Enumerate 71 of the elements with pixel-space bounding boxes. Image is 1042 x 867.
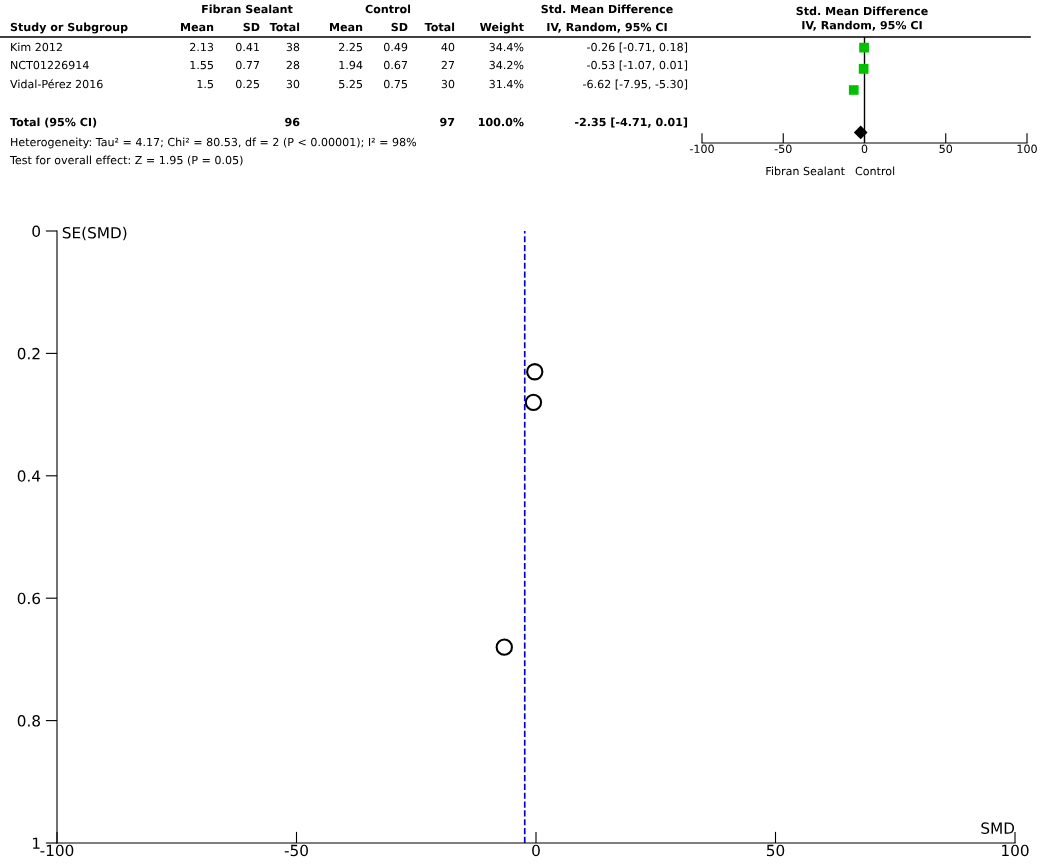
x-tick-label: 100 xyxy=(1002,844,1029,857)
text: 97 xyxy=(440,117,455,127)
text: Fibran Sealant xyxy=(766,166,845,176)
text: 0.77 xyxy=(235,60,260,70)
text: Total xyxy=(269,22,300,32)
x-tick-label: -50 xyxy=(774,144,792,153)
text: Control xyxy=(365,4,411,14)
text: 31.4% xyxy=(489,79,524,89)
text: 30 xyxy=(441,79,455,89)
text: 0.25 xyxy=(235,79,260,89)
text: -2.35 [-4.71, 0.01] xyxy=(575,117,688,128)
text: -6.62 [-7.95, -5.30] xyxy=(583,79,688,90)
text: 27 xyxy=(441,60,455,70)
text: Std. Mean Difference xyxy=(541,4,673,14)
text: 30 xyxy=(286,79,300,89)
text: Fibran Sealant xyxy=(202,4,293,14)
text: 28 xyxy=(286,60,300,70)
text: Vidal-Pérez 2016 xyxy=(10,79,103,89)
text: 2.25 xyxy=(339,42,363,52)
text: Test for overall effect: Z = 1.95 (P = 0.05) xyxy=(9,155,243,166)
text: 96 xyxy=(285,117,300,127)
y-tick-label: 0.2 xyxy=(17,347,40,360)
text: 0.75 xyxy=(383,79,408,89)
x-tick-label: -50 xyxy=(284,844,308,857)
text: IV, Random, 95% CI xyxy=(547,22,667,33)
text: 100.0% xyxy=(478,117,524,127)
text: -0.53 [-1.07, 0.01] xyxy=(587,60,688,71)
text: Weight xyxy=(479,22,524,34)
text: 5.25 xyxy=(339,79,363,89)
x-tick-label: 100 xyxy=(1017,144,1037,153)
y-axis-title: SE(SMD) xyxy=(62,226,127,241)
text: 1.94 xyxy=(339,60,363,70)
x-tick-label: 0 xyxy=(532,844,540,857)
y-tick-label: 0.4 xyxy=(17,470,41,482)
text: -0.26 [-0.71, 0.18] xyxy=(587,42,688,53)
y-tick-label: 0.8 xyxy=(17,715,40,727)
text: SD xyxy=(243,22,260,32)
text: 38 xyxy=(286,42,300,52)
x-axis-title: SMD xyxy=(981,822,1015,834)
text: Total (95% CI) xyxy=(10,117,97,128)
text: 0.41 xyxy=(235,42,259,52)
x-tick-label: 50 xyxy=(939,144,953,153)
x-tick-label: 50 xyxy=(766,844,785,857)
text: Mean xyxy=(330,22,363,32)
point xyxy=(859,42,869,53)
x-tick-label: 0 xyxy=(861,144,868,153)
y-tick-label: 0.6 xyxy=(17,592,41,605)
y-tick-label: 1 xyxy=(32,837,40,849)
chart-title: Std. Mean Difference IV, Random, 95% CI xyxy=(796,6,928,31)
point xyxy=(858,63,869,74)
text: 0.67 xyxy=(383,60,408,70)
text: Study or Subgroup xyxy=(10,22,128,34)
point xyxy=(848,85,859,95)
text: Control xyxy=(855,166,895,176)
text: 0.49 xyxy=(383,42,408,52)
text: Mean xyxy=(181,22,214,32)
text: 34.4% xyxy=(489,42,524,52)
text: Total xyxy=(424,22,455,32)
text: Kim 2012 xyxy=(11,42,62,52)
text: 40 xyxy=(441,42,455,52)
x-tick-label: -100 xyxy=(40,844,74,857)
text: 1.5 xyxy=(197,79,214,89)
x-tick-label: -100 xyxy=(689,144,714,153)
text: 2.13 xyxy=(190,42,214,52)
text: NCT01226914 xyxy=(11,60,89,70)
text: 1.55 xyxy=(190,60,214,70)
text: Heterogeneity: Tau² = 4.17; Chi² = 80.53, df = 2 (P < 0.00001); I² = 98% xyxy=(11,137,417,149)
y-tick-label: 0 xyxy=(32,225,41,238)
text: 34.2% xyxy=(489,60,524,70)
text: SD xyxy=(391,22,408,32)
point xyxy=(854,125,868,139)
